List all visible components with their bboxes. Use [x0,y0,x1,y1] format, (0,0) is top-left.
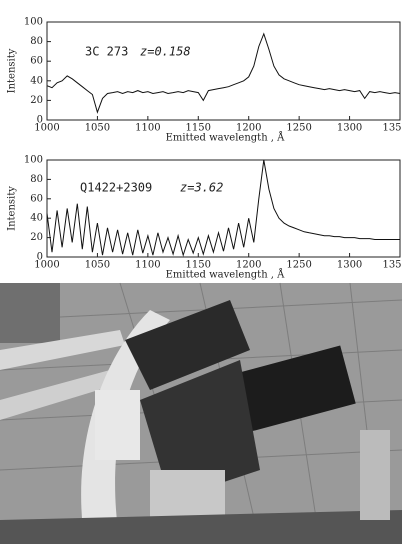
x-tick-label: 1100 [135,123,160,134]
annotation: z=3.62 [180,181,223,195]
x-tick-label: 1250 [286,123,311,134]
x-tick-label: 1300 [337,123,362,134]
y-tick-label: 60 [30,193,43,204]
x-tick-label: 1150 [186,123,211,134]
x-tick-label: 1200 [236,123,261,134]
x-tick-label: 1300 [337,260,362,271]
x-axis-label: Emitted wavelength , Å [166,132,286,144]
y-axis-label: Intensity [7,186,18,231]
y-axis-label: Intensity [7,48,18,93]
spectrum-line [46,159,400,257]
x-tick-label: 1100 [135,260,160,271]
x-tick-label: 135 [382,123,401,134]
y-tick-label: 40 [30,75,43,86]
y-tick-label: 80 [30,36,43,47]
y-tick-label: 0 [37,252,43,263]
x-axis-label: Emitted wavelength , Å [166,269,286,281]
x-tick-label: 135 [382,260,401,271]
photo [0,282,402,544]
y-tick-label: 100 [24,17,43,28]
y-tick-label: 80 [30,174,43,185]
x-tick-label: 1200 [236,260,261,271]
y-tick-label: 100 [24,155,43,166]
y-tick-label: 20 [30,232,43,243]
y-tick-label: 40 [30,213,43,224]
x-tick-label: 1150 [186,260,211,271]
x-tick-label: 1250 [286,260,311,271]
annotation: Q1422+2309 [80,181,152,195]
x-tick-label: 1050 [85,260,110,271]
y-tick-label: 20 [30,95,43,106]
x-tick-label: 1050 [85,123,110,134]
plot-frame [46,21,401,121]
y-tick-label: 0 [37,115,43,126]
x-tick-label: 1000 [34,123,59,134]
spectrum-line [46,32,401,114]
x-tick-label: 1000 [34,260,59,271]
annotation: z=0.158 [140,45,191,59]
annotation: 3C 273 [85,45,128,59]
plot-frame [46,159,401,258]
y-tick-label: 60 [30,56,43,67]
